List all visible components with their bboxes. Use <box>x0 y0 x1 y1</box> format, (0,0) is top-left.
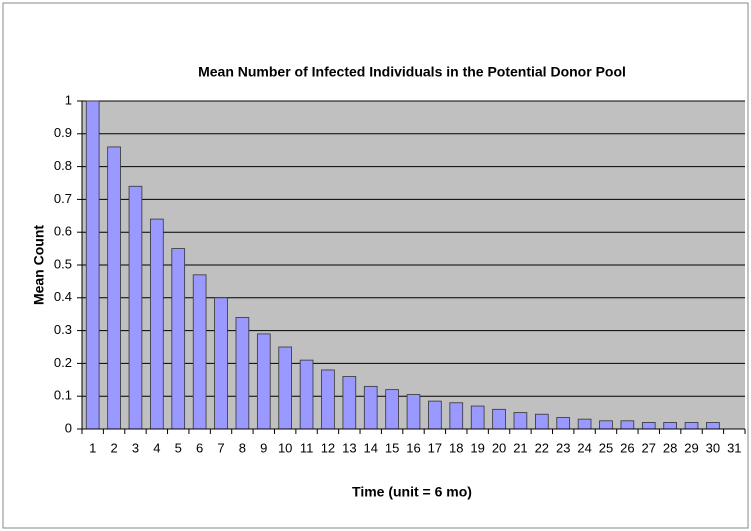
x-tick-label: 26 <box>620 440 634 455</box>
x-tick-label: 21 <box>513 440 527 455</box>
bar <box>85 100 100 430</box>
x-tick-label: 24 <box>577 440 591 455</box>
x-tick-label: 17 <box>428 440 442 455</box>
y-tick-label: 0 <box>65 420 72 435</box>
y-tick-label: 0.8 <box>54 158 72 173</box>
y-tick-label: 0.2 <box>54 355 72 370</box>
bar <box>513 412 528 430</box>
bar <box>150 218 164 430</box>
bar <box>492 408 506 430</box>
y-tick-label: 0.4 <box>54 289 72 304</box>
y-tick-label: 0.9 <box>54 125 72 140</box>
bar <box>428 400 442 430</box>
x-tick-label: 28 <box>663 440 677 455</box>
bar <box>663 422 677 430</box>
x-tick-label: 18 <box>449 440 463 455</box>
x-axis-title: Time (unit = 6 mo) <box>352 484 472 500</box>
y-tick-label: 0.7 <box>54 191 72 206</box>
bar <box>599 420 613 430</box>
x-tick-label: 19 <box>470 440 484 455</box>
x-tick-label: 4 <box>153 440 160 455</box>
bar <box>171 248 186 430</box>
x-tick-label: 10 <box>278 440 292 455</box>
x-tick-label: 27 <box>642 440 656 455</box>
x-tick-label: 30 <box>706 440 720 455</box>
x-tick-label: 12 <box>321 440 335 455</box>
bar <box>684 422 699 430</box>
x-tick-label: 29 <box>684 440 698 455</box>
bar <box>321 369 335 430</box>
bar <box>214 297 228 430</box>
bar <box>299 359 314 430</box>
x-tick-label: 16 <box>406 440 420 455</box>
bar <box>449 402 464 430</box>
x-tick-label: 6 <box>196 440 203 455</box>
x-tick-label: 1 <box>89 440 96 455</box>
x-tick-label: 5 <box>175 440 182 455</box>
bar <box>235 317 250 430</box>
bar <box>620 420 635 430</box>
y-tick-label: 0.1 <box>54 388 72 403</box>
x-tick-label: 14 <box>363 440 377 455</box>
x-tick-label: 2 <box>110 440 117 455</box>
x-tick-label: 9 <box>260 440 267 455</box>
x-tick-label: 25 <box>599 440 613 455</box>
x-tick-label: 11 <box>300 440 314 455</box>
x-tick-label: 31 <box>727 440 741 455</box>
x-tick-label: 8 <box>239 440 246 455</box>
bar <box>128 185 143 430</box>
bar <box>256 333 271 430</box>
x-tick-label: 3 <box>132 440 139 455</box>
y-axis-title: Mean Count <box>31 225 47 305</box>
bar <box>363 385 378 430</box>
y-tick-label: 0.5 <box>54 256 72 271</box>
x-tick-label: 7 <box>217 440 224 455</box>
y-tick-label: 0.6 <box>54 224 72 239</box>
bar <box>107 146 121 430</box>
y-tick-label: 1 <box>65 92 72 107</box>
bar <box>470 405 485 430</box>
x-tick-label: 22 <box>535 440 549 455</box>
chart-title: Mean Number of Infected Individuals in t… <box>198 64 626 80</box>
bar <box>641 422 656 430</box>
x-tick-label: 20 <box>492 440 506 455</box>
bar <box>706 422 720 430</box>
bar <box>535 413 549 430</box>
y-tick-label: 0.3 <box>54 322 72 337</box>
bar <box>342 376 357 430</box>
bar <box>278 346 292 430</box>
x-tick-label: 15 <box>385 440 399 455</box>
bar <box>556 417 571 430</box>
x-tick-label: 13 <box>342 440 356 455</box>
bar <box>406 394 421 430</box>
x-tick-label: 23 <box>556 440 570 455</box>
bar <box>192 274 207 430</box>
bar <box>385 389 399 430</box>
bar <box>577 418 592 430</box>
